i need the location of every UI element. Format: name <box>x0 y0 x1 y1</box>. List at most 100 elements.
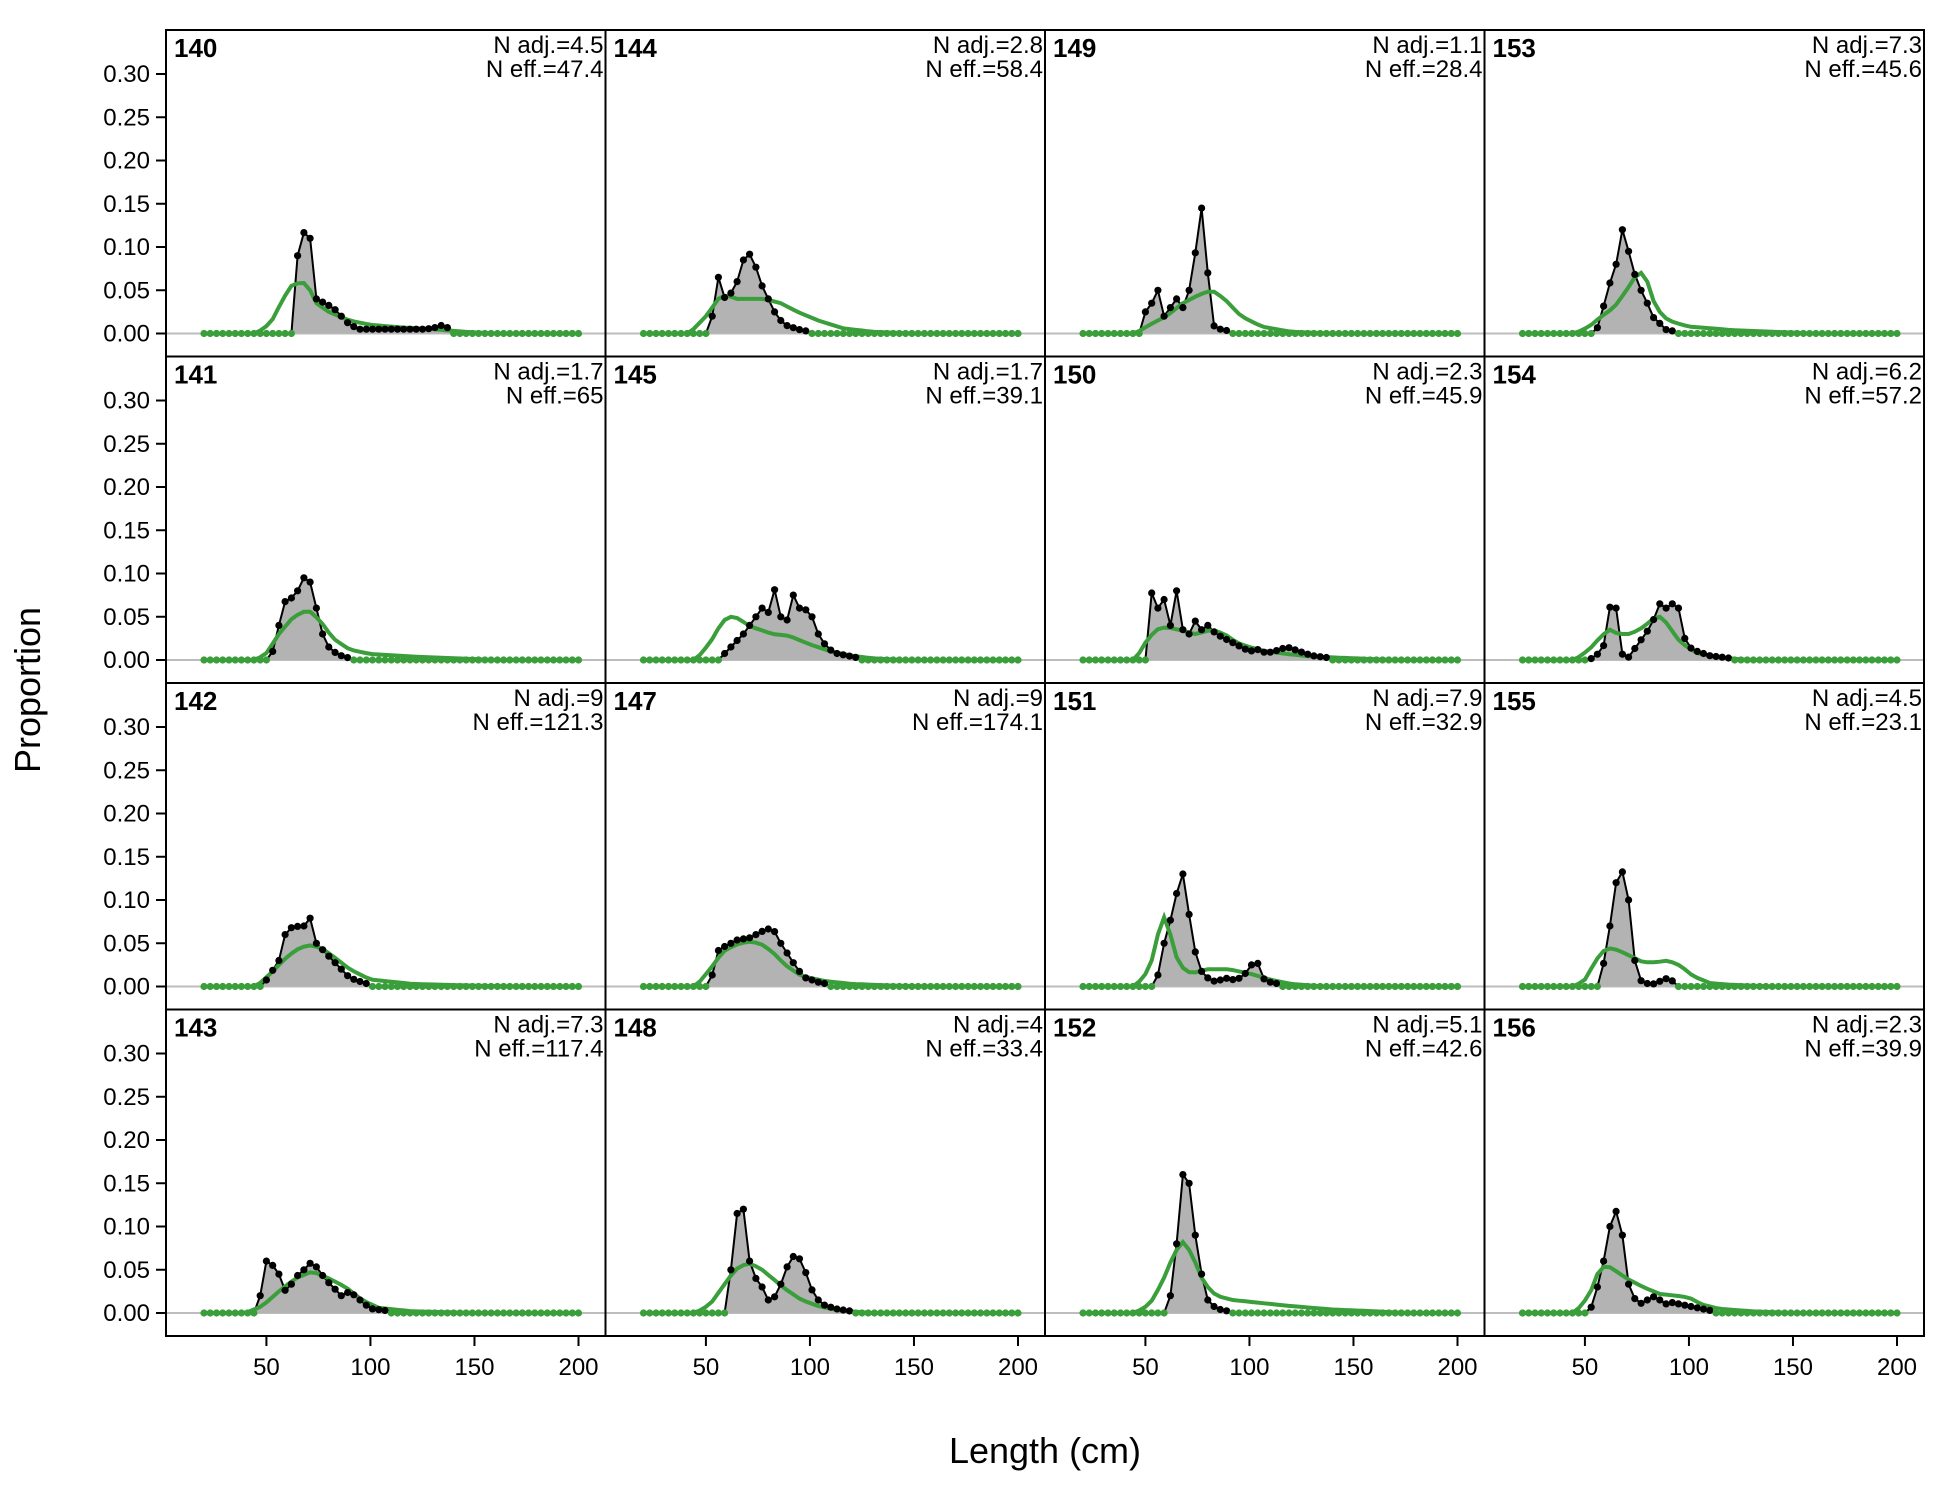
observed-point <box>437 982 445 991</box>
observed-point <box>1674 982 1683 991</box>
observed-point <box>1880 982 1889 991</box>
observed-point <box>206 329 214 338</box>
observed-point <box>1718 329 1726 338</box>
observed-point <box>1091 982 1100 991</box>
observed-point <box>1266 1309 1274 1317</box>
observed-point <box>1266 329 1274 338</box>
observed-point <box>739 935 748 943</box>
observed-point <box>431 1309 439 1317</box>
observed-point <box>294 1271 302 1280</box>
observed-point <box>1650 314 1658 322</box>
observed-point <box>1235 642 1243 650</box>
observed-point <box>864 982 872 991</box>
y-tick-label: 0.05 <box>103 1257 150 1284</box>
observed-point <box>1518 329 1527 338</box>
panel-140: 140 N adj.=4.5N eff.=47.4 <box>165 29 607 358</box>
observed-point <box>1160 312 1168 320</box>
observed-point <box>250 1309 258 1317</box>
observed-point <box>356 656 364 664</box>
observed-point <box>1316 653 1324 661</box>
observed-point <box>1774 1309 1782 1317</box>
n-adj-label: N adj.=7.3 <box>1812 32 1922 59</box>
observed-point <box>375 982 383 991</box>
observed-point <box>531 982 539 991</box>
n-eff-label: N eff.=121.3 <box>473 709 604 736</box>
observed-point <box>1160 1309 1168 1317</box>
n-eff-label: N eff.=33.4 <box>925 1036 1043 1063</box>
observed-point <box>1229 1309 1237 1317</box>
observed-point <box>381 656 389 664</box>
observed-point <box>802 327 810 335</box>
observed-point <box>1185 286 1193 294</box>
observed-point <box>425 325 433 333</box>
panel-145: 145 N adj.=1.7N eff.=39.1 <box>604 355 1046 684</box>
observed-point <box>287 594 295 602</box>
observed-point <box>556 329 564 338</box>
observed-point <box>671 1309 679 1317</box>
observed-point <box>1116 982 1125 991</box>
observed-point <box>902 982 910 991</box>
observed-point <box>412 1309 420 1317</box>
observed-point <box>1887 329 1895 338</box>
panel-154: 154 N adj.=6.2N eff.=57.2 <box>1483 355 1925 684</box>
observed-point <box>1731 1309 1739 1317</box>
observed-point <box>1410 329 1418 338</box>
observed-point <box>808 1286 816 1294</box>
observed-point <box>306 1259 314 1267</box>
observed-point <box>1868 329 1876 338</box>
observed-point <box>1104 1309 1112 1317</box>
panel-152: 152 N adj.=5.1N eff.=42.6 <box>1044 1008 1486 1337</box>
observed-point <box>895 329 904 338</box>
observed-point <box>1662 1300 1670 1308</box>
observed-point <box>281 598 289 606</box>
observed-point <box>231 329 239 338</box>
observed-point <box>1556 329 1564 338</box>
y-tick-label: 0.15 <box>103 1170 150 1197</box>
observed-point <box>1706 982 1714 991</box>
observed-point <box>958 329 966 338</box>
observed-point <box>406 1309 414 1317</box>
observed-point <box>1874 656 1882 664</box>
panel-frame <box>1483 1008 1925 1337</box>
observed-point <box>493 982 501 991</box>
observed-point <box>908 1309 916 1317</box>
observed-point <box>1843 982 1851 991</box>
observed-point <box>500 982 508 991</box>
observed-point <box>1893 329 1901 338</box>
observed-point <box>393 982 402 991</box>
observed-point <box>939 982 947 991</box>
observed-point <box>1781 329 1789 338</box>
observed-point <box>646 329 654 338</box>
observed-point <box>1241 645 1249 653</box>
observed-point <box>1656 319 1664 327</box>
observed-point <box>381 325 389 333</box>
panel-id-label: 141 <box>174 360 217 390</box>
observed-point <box>319 630 327 638</box>
observed-point <box>1637 286 1645 294</box>
observed-point <box>1818 1309 1826 1317</box>
observed-point <box>1774 982 1782 991</box>
observed-point <box>393 656 402 664</box>
observed-point <box>952 656 960 664</box>
observed-point <box>945 656 953 664</box>
observed-point <box>652 1309 660 1317</box>
observed-point <box>1868 1309 1876 1317</box>
observed-point <box>1001 982 1010 991</box>
observed-point <box>294 252 302 260</box>
observed-point <box>219 329 227 338</box>
observed-point <box>1562 1309 1570 1317</box>
observed-point <box>406 656 414 664</box>
observed-point <box>833 329 841 338</box>
observed-point <box>237 1309 245 1317</box>
y-tick-label: 0.25 <box>103 431 150 458</box>
n-adj-label: N adj.=2.3 <box>1372 359 1482 386</box>
observed-point <box>1724 1309 1733 1317</box>
observed-point <box>1391 1309 1399 1317</box>
observed-point <box>1706 1306 1714 1314</box>
observed-point <box>1718 1309 1726 1317</box>
observed-point <box>1354 982 1362 991</box>
observed-point <box>1241 329 1249 338</box>
observed-point <box>506 982 514 991</box>
observed-point <box>1612 260 1620 268</box>
observed-point <box>1631 270 1639 278</box>
